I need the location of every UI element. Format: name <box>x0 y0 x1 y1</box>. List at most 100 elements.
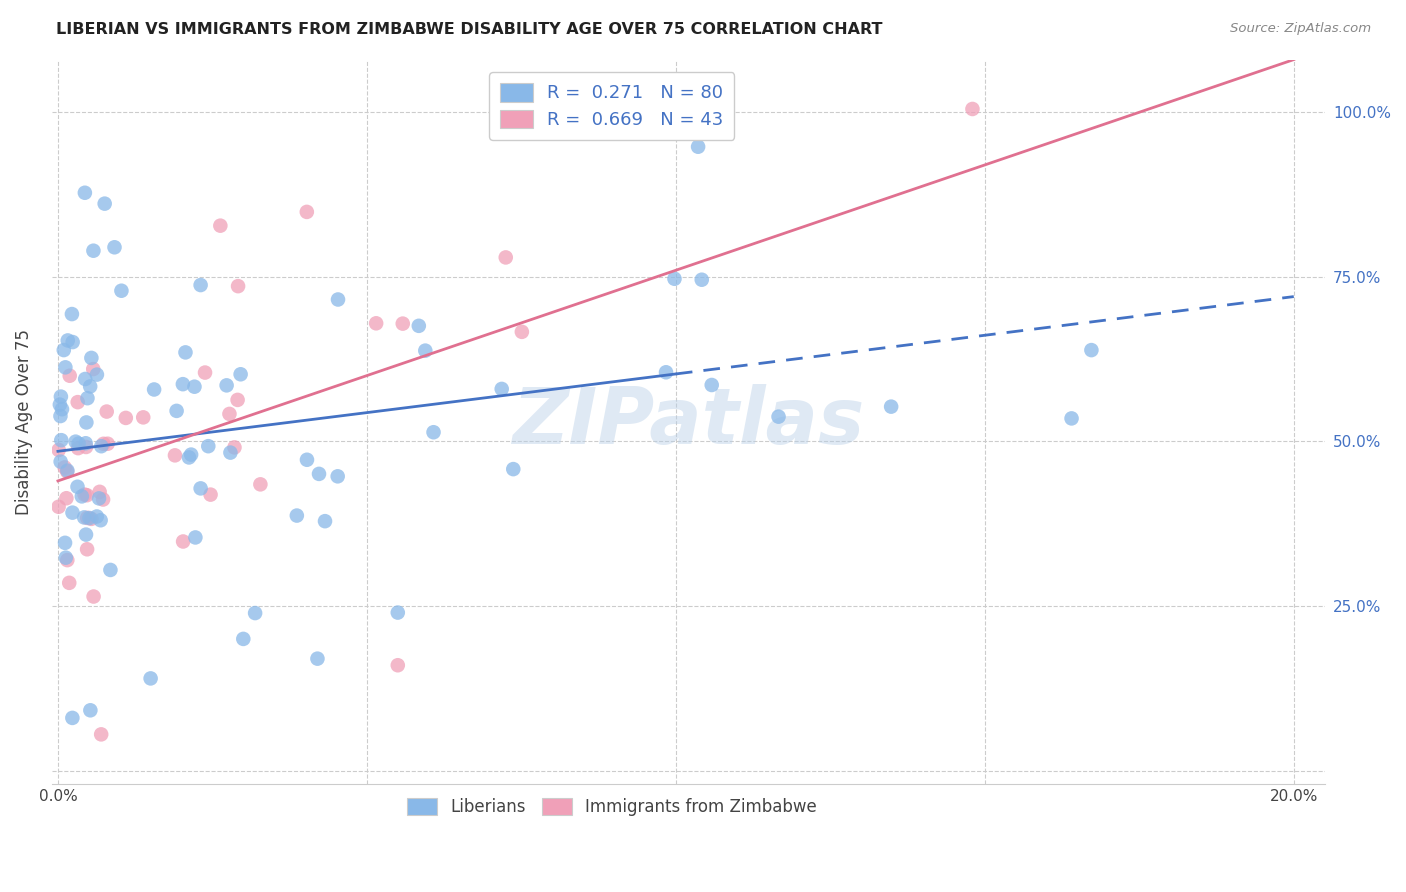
Point <box>132 410 155 425</box>
Legend: Liberians, Immigrants from Zimbabwe: Liberians, Immigrants from Zimbabwe <box>396 788 827 826</box>
Point <box>67 436 90 450</box>
Point <box>56 464 79 478</box>
Point <box>200 488 222 502</box>
Point <box>209 219 232 233</box>
Point <box>79 703 101 717</box>
Point <box>172 377 194 392</box>
Point <box>413 343 436 358</box>
Point <box>190 482 212 496</box>
Point <box>49 398 72 412</box>
Point <box>79 511 101 525</box>
Point <box>70 489 93 503</box>
Point <box>73 487 96 501</box>
Point <box>87 491 110 506</box>
Point <box>295 452 318 467</box>
Point <box>90 439 112 453</box>
Point <box>139 672 162 686</box>
Point <box>962 102 984 116</box>
Point <box>249 477 271 491</box>
Point <box>664 272 686 286</box>
Point <box>52 343 75 357</box>
Point <box>232 632 254 646</box>
Point <box>422 425 444 440</box>
Point <box>75 416 97 430</box>
Point <box>184 531 207 545</box>
Y-axis label: Disability Age Over 75: Disability Age Over 75 <box>15 328 32 515</box>
Point <box>83 590 105 604</box>
Point <box>82 244 104 258</box>
Point <box>96 404 118 418</box>
Point <box>190 278 212 293</box>
Point <box>49 455 72 469</box>
Point <box>215 378 238 392</box>
Point <box>114 411 136 425</box>
Point <box>314 514 336 528</box>
Point <box>76 542 98 557</box>
Point <box>82 362 104 376</box>
Point <box>110 284 132 298</box>
Point <box>56 465 79 479</box>
Point <box>166 404 188 418</box>
Point <box>80 351 103 365</box>
Point <box>67 441 90 455</box>
Point <box>408 318 430 333</box>
Point <box>307 651 329 665</box>
Point <box>66 480 89 494</box>
Point <box>172 534 194 549</box>
Point <box>224 441 246 455</box>
Point <box>62 506 84 520</box>
Point <box>502 462 524 476</box>
Point <box>326 293 349 307</box>
Point <box>75 436 97 450</box>
Point <box>285 508 308 523</box>
Point <box>219 445 242 459</box>
Point <box>59 368 82 383</box>
Point <box>56 553 79 567</box>
Point <box>103 240 125 254</box>
Point <box>79 379 101 393</box>
Point <box>51 402 73 417</box>
Point <box>86 368 108 382</box>
Point <box>97 436 120 450</box>
Point <box>75 372 97 386</box>
Point <box>60 711 83 725</box>
Point <box>56 334 79 348</box>
Point <box>58 575 80 590</box>
Point <box>76 488 98 502</box>
Point <box>89 484 111 499</box>
Point <box>55 491 77 506</box>
Point <box>226 279 249 293</box>
Point <box>180 448 202 462</box>
Point <box>93 196 115 211</box>
Point <box>76 391 98 405</box>
Point <box>688 139 710 153</box>
Point <box>880 400 903 414</box>
Point <box>60 307 83 321</box>
Text: ZIPatlas: ZIPatlas <box>512 384 865 459</box>
Point <box>655 365 678 379</box>
Point <box>229 368 252 382</box>
Point <box>510 325 533 339</box>
Point <box>177 450 200 465</box>
Point <box>48 500 70 514</box>
Point <box>387 606 409 620</box>
Point <box>100 563 122 577</box>
Point <box>491 382 513 396</box>
Point <box>53 460 76 475</box>
Point <box>91 492 114 507</box>
Point <box>143 383 166 397</box>
Text: Source: ZipAtlas.com: Source: ZipAtlas.com <box>1230 22 1371 36</box>
Point <box>183 380 205 394</box>
Point <box>49 409 72 423</box>
Point <box>65 434 87 449</box>
Point <box>76 511 98 525</box>
Point <box>387 658 409 673</box>
Point <box>93 437 115 451</box>
Point <box>86 509 108 524</box>
Point <box>1060 411 1083 425</box>
Point <box>163 448 186 462</box>
Point <box>495 251 517 265</box>
Point <box>55 360 77 375</box>
Point <box>90 513 112 527</box>
Point <box>1080 343 1102 357</box>
